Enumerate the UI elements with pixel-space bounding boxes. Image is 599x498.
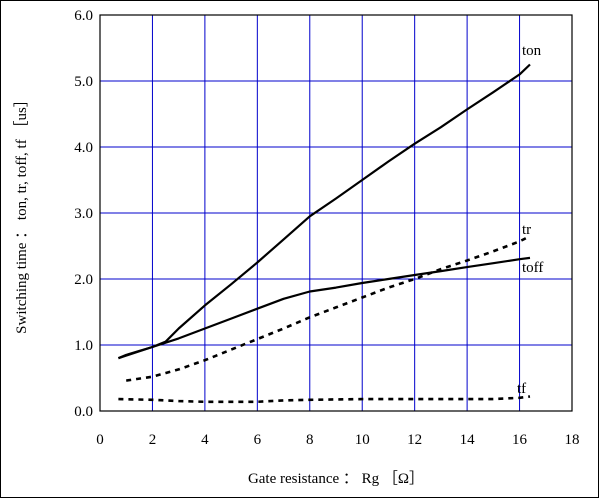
- series-label-tr: tr: [522, 222, 531, 238]
- x-tick-label: 0: [96, 432, 104, 448]
- series-label-tf: tf: [517, 381, 526, 397]
- x-tick-label: 4: [201, 432, 209, 448]
- grid: [100, 15, 572, 411]
- y-tick-label: 1.0: [74, 338, 93, 354]
- series-line-tf: [118, 395, 531, 404]
- x-tick-label: 2: [149, 432, 157, 448]
- x-tick-label: 16: [512, 432, 528, 448]
- y-tick-label: 3.0: [74, 206, 93, 222]
- y-tick-label: 6.0: [74, 8, 93, 24]
- y-tick-label: 5.0: [74, 74, 93, 90]
- x-tick-label: 12: [407, 432, 422, 448]
- series-label-toff: toff: [522, 260, 543, 276]
- series-line-tr: [126, 234, 531, 382]
- x-tick-label: 18: [565, 432, 580, 448]
- x-tick-label: 8: [306, 432, 314, 448]
- x-axis-title: Gate resistance ： Rg ［Ω］: [248, 470, 424, 487]
- plot-border: [99, 14, 573, 412]
- series-line-ton: [117, 63, 531, 360]
- y-tick-label: 2.0: [74, 272, 93, 288]
- y-axis-title: Switching time ： ton, tr, toff, tf ［us］: [13, 92, 30, 334]
- x-tick-label: 14: [460, 432, 476, 448]
- x-tick-label: 10: [355, 432, 370, 448]
- series-line-toff: [118, 256, 531, 360]
- x-tick-label: 6: [254, 432, 262, 448]
- y-tick-label: 0.0: [74, 404, 93, 420]
- y-tick-label: 4.0: [74, 140, 93, 156]
- series-label-ton: ton: [522, 43, 542, 59]
